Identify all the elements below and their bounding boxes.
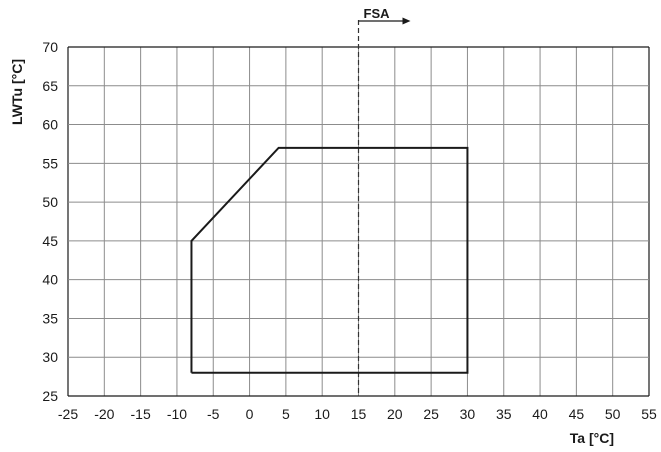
- y-axis-title: LWTu [°C]: [9, 59, 25, 125]
- y-tick-labels: 25 30 35 40 45 50 55 60 65 70: [42, 39, 58, 404]
- y-tick-label: 30: [42, 349, 58, 365]
- y-tick-label: 55: [42, 155, 58, 171]
- x-tick-label: -25: [58, 406, 78, 422]
- x-tick-label: 5: [282, 406, 290, 422]
- fsa-arrow-head: [402, 17, 411, 25]
- x-tick-label: 45: [569, 406, 585, 422]
- y-tick-label: 65: [42, 78, 58, 94]
- x-tick-label: -20: [94, 406, 114, 422]
- y-tick-label: 25: [42, 388, 58, 404]
- y-tick-label: 50: [42, 194, 58, 210]
- series-group: [190, 146, 469, 374]
- reference-line-group: FSA: [357, 6, 411, 396]
- envelope-line: [190, 146, 469, 374]
- x-axis-title: Ta [°C]: [570, 430, 614, 446]
- x-tick-label: 20: [387, 406, 403, 422]
- x-tick-label: 15: [351, 406, 367, 422]
- x-tick-label: 40: [532, 406, 548, 422]
- x-tick-labels: -25 -20 -15 -10 -5 0 5 10 15 20 25 30 35 40 45 50 55: [58, 406, 657, 422]
- y-tick-label: 60: [42, 117, 58, 133]
- x-tick-label: -15: [131, 406, 151, 422]
- x-tick-label: 25: [423, 406, 439, 422]
- y-tick-label: 70: [42, 39, 58, 55]
- x-tick-label: 30: [460, 406, 476, 422]
- fsa-label: FSA: [364, 6, 391, 21]
- y-tick-label: 40: [42, 272, 58, 288]
- y-tick-label: 45: [42, 233, 58, 249]
- x-tick-label: 50: [605, 406, 621, 422]
- y-tick-label: 35: [42, 310, 58, 326]
- x-tick-label: -5: [207, 406, 220, 422]
- x-tick-label: 10: [314, 406, 330, 422]
- x-tick-label: -10: [167, 406, 187, 422]
- x-tick-label: 0: [246, 406, 254, 422]
- x-tick-label: 35: [496, 406, 512, 422]
- x-tick-label: 55: [641, 406, 657, 422]
